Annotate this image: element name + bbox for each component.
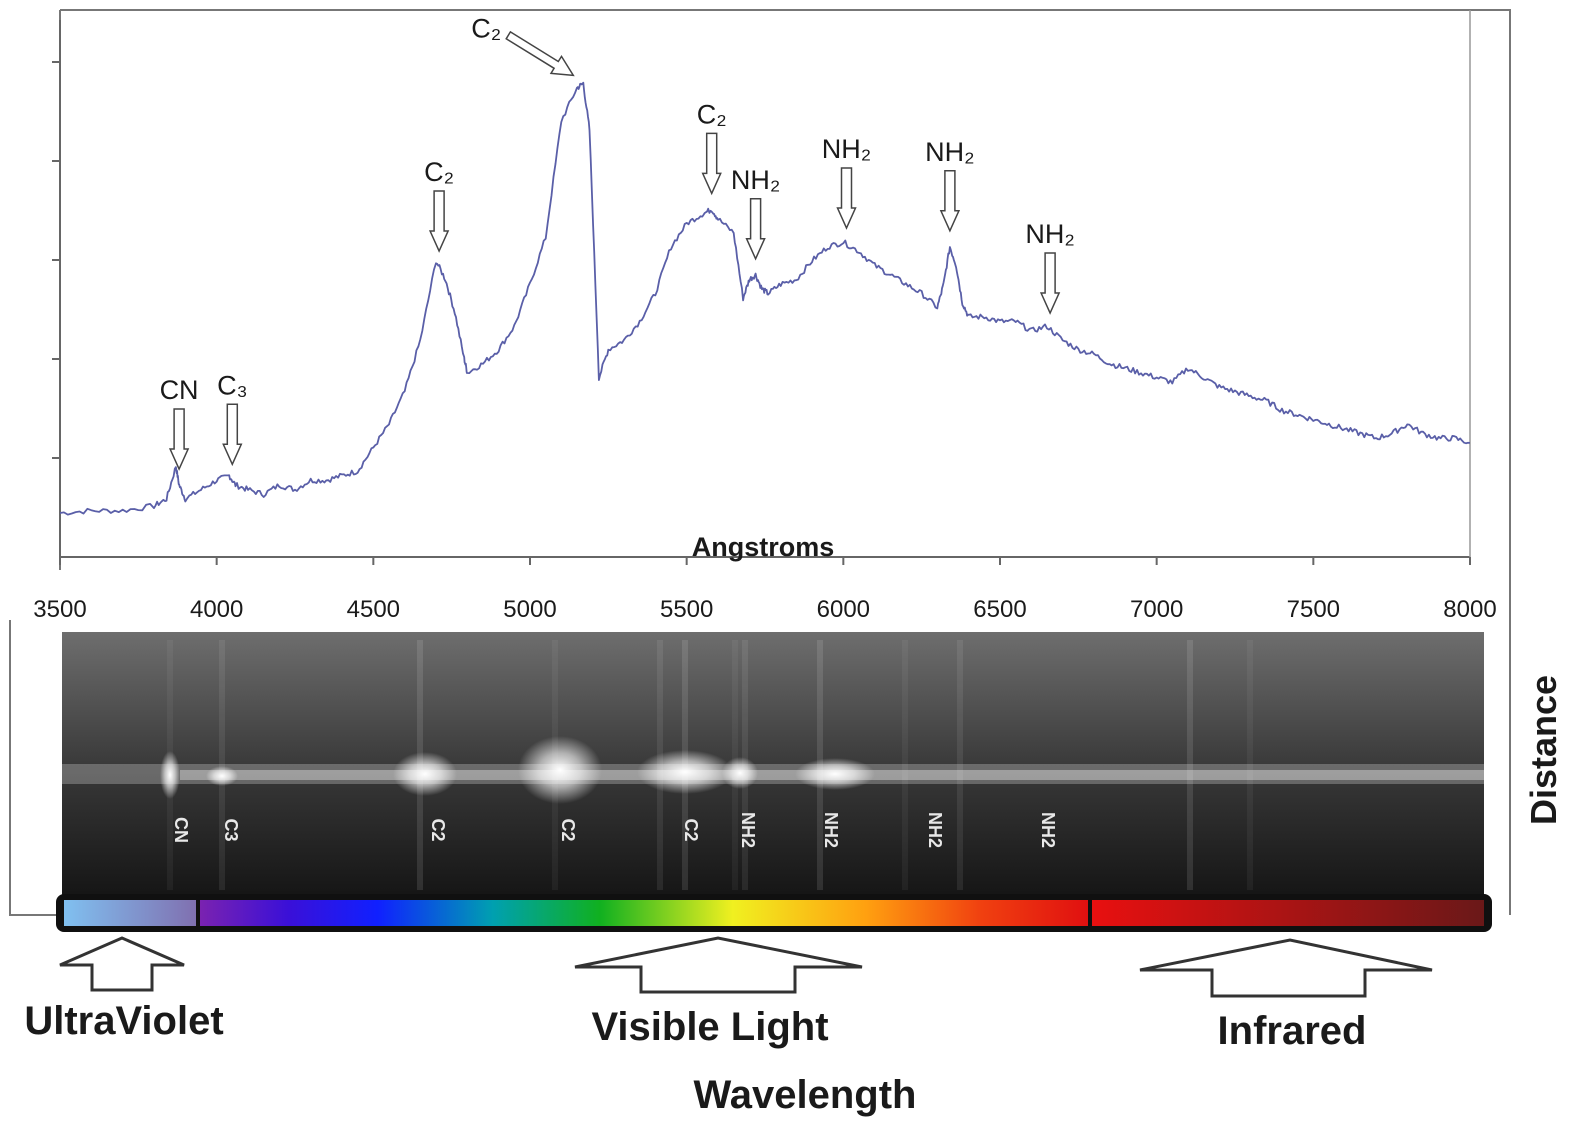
x-tick-label: 7000: [1130, 596, 1183, 623]
peak-label: C₃: [217, 370, 248, 400]
spectrum-streak: [902, 640, 908, 890]
ir-arrow: [1139, 938, 1433, 998]
x-tick-label: 5000: [503, 596, 556, 623]
peak-arrow: [505, 30, 575, 77]
ir-label: Infrared: [1218, 1009, 1367, 1053]
peak-annotations: CN C₃ C₂ C₂ C₂ NH₂ NH₂ NH₂ NH₂: [160, 13, 1075, 471]
figure-frame-lower-left: [9, 620, 62, 916]
visible-arrow: [574, 936, 863, 994]
peak-label: NH₂: [731, 165, 780, 195]
peak-arrow: [1039, 252, 1061, 315]
spectrum-streak: [1187, 640, 1193, 890]
peak-label: NH₂: [925, 137, 974, 167]
photo-line-label: C3: [221, 818, 241, 841]
photo-line-label: NH2: [1038, 812, 1058, 848]
x-axis-ticks: 3500 4000 4500 5000 5500 6000 6500 7000 7500 8000: [33, 557, 1497, 623]
spectrum-streak: [219, 640, 225, 890]
photo-line-label: CN: [171, 817, 191, 843]
peak-label: C₂: [471, 13, 501, 43]
x-axis-title: Angstroms: [692, 532, 835, 562]
peak-arrow: [745, 198, 766, 261]
distance-label: Distance: [1523, 675, 1564, 825]
peak-arrow: [168, 408, 190, 471]
photo-line-label: C2: [558, 818, 578, 841]
peak-arrow: [701, 132, 722, 196]
uv-arrow: [59, 936, 185, 992]
peak-label: C₂: [697, 99, 727, 129]
peak-annotation: NH₂: [1025, 219, 1075, 315]
peak-annotation: CN: [160, 375, 199, 471]
peak-annotation: NH₂: [925, 137, 975, 233]
peak-annotation: C₂: [424, 157, 454, 253]
peak-annotation: C₂: [471, 13, 575, 77]
spectrum-photo: CN C3 C2 C2 C2 NH2 NH2 NH2 NH2: [62, 632, 1484, 897]
x-tick-label: 5500: [660, 596, 713, 623]
spectrum-photo-line-labels: CN C3 C2 C2 C2 NH2 NH2 NH2 NH2: [171, 812, 1058, 848]
peak-label: NH₂: [1025, 219, 1074, 249]
y-axis-ticks: [52, 61, 60, 459]
peak-label: CN: [160, 375, 199, 405]
peak-annotation: C₃: [217, 370, 248, 467]
x-tick-label: 4000: [190, 596, 243, 623]
ir-band: [1092, 900, 1484, 926]
photo-line-label: NH2: [925, 812, 945, 848]
photo-line-label: NH2: [738, 812, 758, 848]
x-tick-label: 6000: [817, 596, 870, 623]
x-tick-label: 8000: [1443, 596, 1496, 623]
figure-frame: [60, 9, 1511, 915]
photo-line-label: C2: [681, 818, 701, 841]
peak-label: C₂: [424, 157, 454, 187]
x-tick-label: 7500: [1287, 596, 1340, 623]
spectrum-streak: [957, 640, 963, 890]
x-tick-label: 3500: [33, 596, 86, 623]
photo-line-label: NH2: [821, 812, 841, 848]
wavelength-title: Wavelength: [694, 1073, 917, 1117]
x-tick-label: 4500: [347, 596, 400, 623]
peak-arrow: [836, 167, 857, 230]
wavelength-color-bar: [56, 894, 1492, 932]
photo-line-label: C2: [428, 818, 448, 841]
peak-annotation: NH₂: [822, 134, 871, 230]
series-line-spectrum: [59, 81, 1471, 516]
peak-arrow: [428, 190, 450, 253]
x-tick-label: 6500: [973, 596, 1026, 623]
spectrum-streak: [1247, 640, 1253, 890]
visible-label: Visible Light: [591, 1005, 828, 1049]
uv-label: UltraViolet: [24, 999, 223, 1043]
peak-arrow: [939, 170, 961, 233]
peak-label: NH₂: [822, 134, 871, 164]
peak-annotation: NH₂: [731, 165, 780, 261]
visible-band: [200, 900, 1088, 926]
peak-annotation: C₂: [697, 99, 727, 196]
uv-band: [64, 900, 196, 926]
peak-arrow: [222, 403, 243, 467]
